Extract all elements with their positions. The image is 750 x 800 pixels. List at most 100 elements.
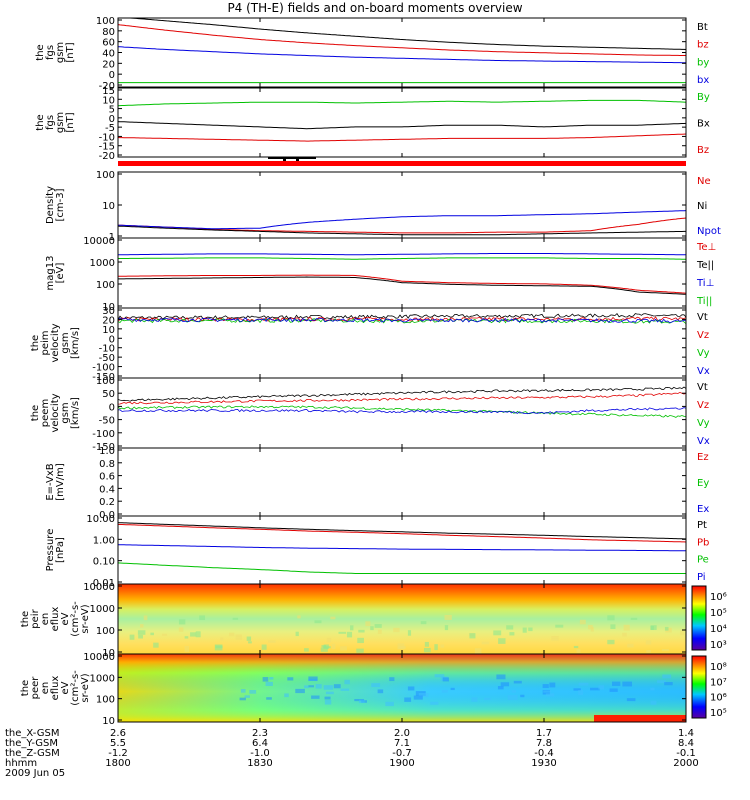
y-tick-label: 0.0 bbox=[99, 510, 115, 521]
spectrogram-pixel bbox=[610, 624, 616, 629]
y-axis-label: the bbox=[30, 405, 41, 421]
y-axis-label: (cm²-s- bbox=[70, 601, 81, 637]
y-tick-label: 1000 bbox=[90, 673, 115, 684]
y-tick-label: 20 bbox=[102, 59, 115, 70]
spectrogram-pixel bbox=[611, 681, 621, 686]
y-tick-label: 10000 bbox=[83, 582, 115, 593]
legend-entry: Pe bbox=[697, 555, 709, 566]
time-axis-value: 5.5 bbox=[110, 738, 126, 749]
spectrogram-pixel bbox=[397, 643, 405, 650]
y-tick-label: 100 bbox=[96, 376, 115, 387]
spectrogram-pixel bbox=[522, 627, 527, 633]
spectrogram-pixel bbox=[284, 693, 289, 698]
spectrogram-pixel bbox=[573, 688, 581, 691]
spectrogram-pixel bbox=[497, 686, 504, 690]
series-Vt bbox=[117, 386, 687, 402]
spectrogram-pixel bbox=[314, 620, 322, 624]
legend-entry: Vt bbox=[697, 382, 708, 393]
y-axis-label: eV bbox=[60, 681, 71, 694]
series-Vx bbox=[117, 407, 687, 415]
spectrogram-pixel bbox=[308, 676, 318, 681]
y-tick-label: 1000 bbox=[90, 604, 115, 615]
spectrogram-pixel bbox=[500, 682, 510, 687]
y-axis-label: fgs bbox=[45, 45, 56, 60]
spectrogram-pixel bbox=[549, 682, 556, 688]
spectrogram-pixel bbox=[333, 684, 341, 689]
spectrogram-pixel bbox=[420, 621, 427, 625]
time-axis-value: -1.2 bbox=[108, 748, 128, 759]
series-bx bbox=[117, 46, 686, 64]
legend-entry: Pi bbox=[697, 572, 706, 583]
y-axis-label: [mV/m] bbox=[55, 463, 66, 501]
spectrogram-pixel bbox=[138, 634, 143, 639]
legend-entry: Vy bbox=[697, 418, 710, 429]
legend-entry: Vx bbox=[697, 436, 710, 447]
colorbar: 10⁶ 10⁵ 10⁴ 10³ bbox=[691, 585, 727, 651]
y-axis-label: sr-eV) bbox=[80, 673, 91, 702]
panel-efield: 1.0 0.8 0.60.4 0.2 0.0 E=-VxB [mV/m] Ez Ey Ex bbox=[45, 446, 709, 521]
series-Vx bbox=[117, 317, 687, 324]
spectrogram-pixel bbox=[350, 625, 354, 631]
spectrogram-pixel bbox=[295, 631, 299, 637]
time-axis-value: 1800 bbox=[105, 758, 130, 769]
spectrogram-pixel bbox=[287, 677, 294, 681]
spectrogram-pixel bbox=[423, 647, 431, 653]
spectrogram-pixel bbox=[650, 626, 654, 630]
legend-entry: bx bbox=[697, 75, 709, 86]
spectrogram-pixel bbox=[239, 697, 246, 701]
y-tick-label: 50 bbox=[102, 389, 115, 400]
legend-entry: Ti|| bbox=[696, 296, 712, 307]
spectrogram-pixel bbox=[232, 617, 239, 620]
series-Pe bbox=[117, 562, 686, 574]
legend-entry: Pt bbox=[697, 520, 707, 531]
panel-temperature: 10000 1000 100 10 mag13 [eV] Te⊥ Te|| Ti⊥ Ti|| bbox=[45, 236, 716, 313]
spectrogram-pixel bbox=[444, 614, 452, 620]
y-axis-label: (cm²-s- bbox=[70, 670, 81, 706]
spectrogram-pixel bbox=[664, 626, 669, 631]
spectrogram-pixel bbox=[588, 624, 593, 630]
y-tick-label: 10 bbox=[102, 95, 115, 106]
y-tick-label: 100 bbox=[96, 280, 115, 291]
y-tick-label: 60 bbox=[102, 38, 115, 49]
legend-entry: Ne bbox=[697, 176, 711, 187]
spectrogram-pixel bbox=[266, 697, 272, 700]
y-axis-label: the bbox=[20, 680, 31, 696]
colorbar-label: 10⁵ bbox=[710, 708, 727, 719]
colorbar-scale bbox=[691, 655, 707, 719]
y-axis-label: gsm bbox=[55, 112, 66, 133]
y-tick-label: 0.2 bbox=[99, 497, 115, 508]
y-tick-label: 1000 bbox=[90, 258, 115, 269]
spectrogram-pixel bbox=[664, 682, 673, 686]
y-axis-label: eflux bbox=[50, 676, 61, 701]
legend-entry: By bbox=[697, 92, 710, 103]
panel-frame bbox=[117, 237, 687, 309]
y-axis-label: Pressure bbox=[45, 529, 56, 572]
spectrogram-pixel bbox=[404, 697, 412, 702]
time-axis-value: 1830 bbox=[247, 758, 272, 769]
spectrogram-pixel bbox=[551, 636, 559, 641]
y-tick-label: 10 bbox=[102, 302, 115, 313]
legend-entry: bz bbox=[697, 40, 709, 51]
panel-frame bbox=[117, 17, 687, 88]
spectrogram-pixel bbox=[444, 625, 449, 631]
spectrogram-pixel bbox=[590, 627, 594, 632]
legend-entry: Bz bbox=[697, 145, 709, 156]
series-By bbox=[117, 99, 687, 107]
y-tick-label: 10 bbox=[102, 716, 115, 727]
spectrogram-pixel bbox=[315, 684, 322, 689]
y-tick-label: 10 bbox=[102, 201, 115, 212]
spectrogram-pixel bbox=[434, 674, 445, 678]
y-tick-label: 100 bbox=[96, 16, 115, 27]
spectrogram-pixel bbox=[579, 619, 586, 625]
time-axis-value: 7.1 bbox=[394, 738, 410, 749]
spectrogram-pixel bbox=[374, 624, 382, 628]
legend-entry: Vt bbox=[697, 312, 708, 323]
spectrogram-pixel bbox=[626, 698, 636, 702]
legend-entry: Ni bbox=[697, 201, 707, 212]
spectrogram-pixel bbox=[513, 680, 522, 684]
y-tick-label: -50 bbox=[99, 416, 115, 427]
colorbar-label: 10³ bbox=[710, 640, 727, 651]
spectrogram-pixel bbox=[228, 632, 235, 637]
y-axis-label: peer bbox=[30, 676, 41, 700]
y-tick-label: -20 bbox=[99, 151, 115, 162]
